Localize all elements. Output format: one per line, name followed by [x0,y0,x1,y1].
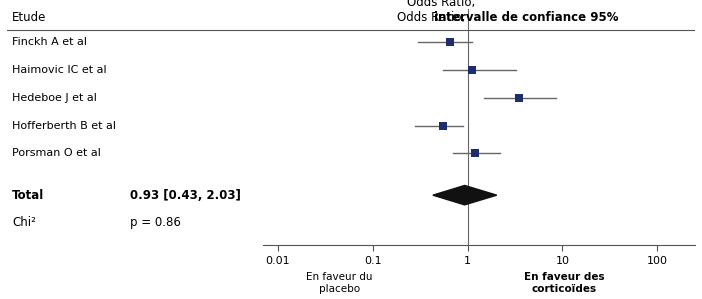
Text: Hofferberth B et al: Hofferberth B et al [12,121,116,131]
Text: Odds Ratio,: Odds Ratio, [407,0,479,9]
Text: Odds Ratio,: Odds Ratio, [397,11,469,24]
Text: Porsman O et al: Porsman O et al [12,149,101,158]
Polygon shape [433,185,497,205]
Text: p = 0.86: p = 0.86 [130,216,181,229]
Text: Finckh A et al: Finckh A et al [12,37,87,47]
Text: En faveur des
corticoïdes: En faveur des corticoïdes [524,272,605,294]
Text: En faveur du
placebo: En faveur du placebo [306,272,373,294]
Text: Total: Total [12,189,44,202]
Text: intervalle de confiance 95%: intervalle de confiance 95% [435,11,618,24]
Text: 0.93 [0.43, 2.03]: 0.93 [0.43, 2.03] [130,189,241,202]
Text: Etude: Etude [12,11,46,24]
Text: Haimovic IC et al: Haimovic IC et al [12,65,107,75]
Text: Hedeboe J et al: Hedeboe J et al [12,93,97,103]
Text: Chi²: Chi² [12,216,36,229]
